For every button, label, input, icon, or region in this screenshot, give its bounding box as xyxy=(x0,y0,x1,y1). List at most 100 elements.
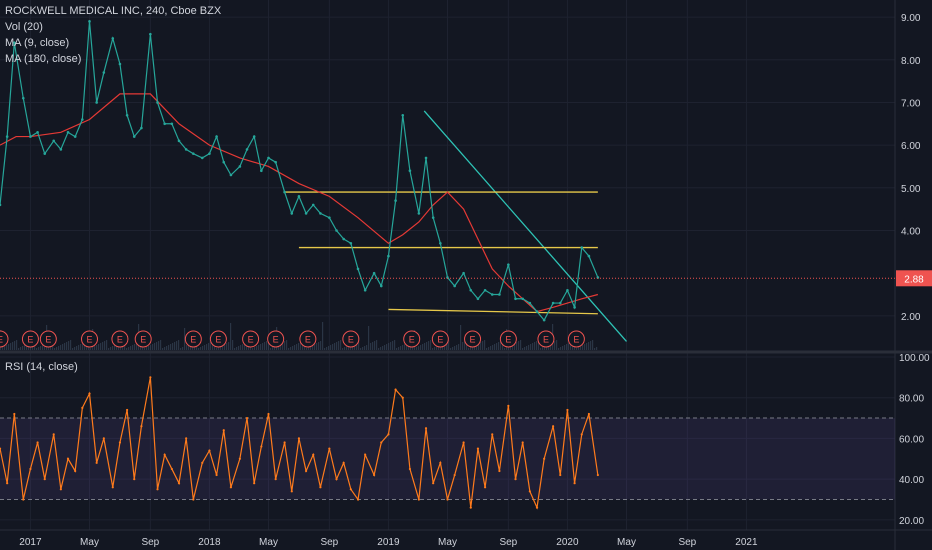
volume-bar xyxy=(244,343,246,350)
volume-bar xyxy=(582,345,584,350)
rsi-point xyxy=(521,441,524,444)
ma9-indicator-label[interactable]: MA (9, close) xyxy=(5,37,70,49)
volume-bar xyxy=(262,343,264,350)
volume-bar xyxy=(298,343,300,350)
volume-bar xyxy=(10,343,12,350)
price-tick-label: 9.00 xyxy=(901,13,921,24)
volume-bar xyxy=(96,345,98,350)
ma180-indicator-label[interactable]: MA (180, close) xyxy=(5,53,82,65)
volume-bar xyxy=(356,341,358,350)
volume-bar xyxy=(74,347,76,350)
volume-bar xyxy=(482,341,484,350)
rsi-point xyxy=(356,498,360,501)
price-point xyxy=(535,310,539,313)
volume-bar xyxy=(366,345,368,350)
volume-bar xyxy=(372,342,374,350)
volume-bar xyxy=(64,343,66,350)
volume-bar xyxy=(212,341,214,350)
rsi-point xyxy=(380,441,383,444)
rsi-tick-label: 20.00 xyxy=(899,516,924,527)
volume-bar xyxy=(62,344,64,350)
earnings-marker xyxy=(81,330,98,348)
price-point xyxy=(521,297,524,301)
volume-bar xyxy=(224,344,226,350)
volume-bar xyxy=(328,346,330,350)
rsi-point xyxy=(587,412,591,416)
earnings-marker-label: E xyxy=(348,335,354,345)
volume-bar xyxy=(38,347,40,350)
price-point xyxy=(490,293,494,296)
volume-bar xyxy=(332,344,334,350)
volume-bar xyxy=(434,347,436,350)
volume-bar xyxy=(108,348,110,350)
time-tick-label: May xyxy=(438,537,457,548)
volume-bar xyxy=(58,346,60,350)
rsi-point xyxy=(491,433,494,436)
volume-indicator-label[interactable]: Vol (20) xyxy=(5,21,43,33)
volume-bar xyxy=(320,341,322,350)
volume-bar xyxy=(330,345,332,350)
price-point xyxy=(149,32,152,36)
volume-bar xyxy=(566,344,568,350)
rsi-point xyxy=(253,482,256,485)
rsi-point xyxy=(156,488,159,491)
volume-bar xyxy=(318,342,320,350)
price-point xyxy=(21,96,25,100)
volume-bar xyxy=(54,348,56,350)
volume-bar xyxy=(6,345,8,350)
volume-bar xyxy=(268,340,270,350)
rsi-point xyxy=(274,478,277,481)
rsi-point xyxy=(476,447,480,450)
rsi-point xyxy=(424,427,428,430)
volume-bar xyxy=(114,345,116,350)
volume-bar xyxy=(132,345,134,350)
volume-bar xyxy=(376,340,378,350)
volume-bar xyxy=(286,340,288,350)
volume-bar xyxy=(60,345,62,350)
rsi-point xyxy=(111,486,114,489)
volume-bar xyxy=(484,340,486,350)
rsi-indicator-label[interactable]: RSI (14, close) xyxy=(5,361,78,373)
time-tick-label: May xyxy=(80,537,99,548)
volume-bar xyxy=(312,345,314,350)
volume-bar xyxy=(564,345,566,350)
volume-bar xyxy=(452,347,454,350)
price-point xyxy=(88,20,91,23)
volume-bar xyxy=(494,344,496,350)
rsi-point xyxy=(596,473,599,477)
time-tick-label: May xyxy=(617,537,636,548)
volume-bar xyxy=(116,344,118,350)
price-point xyxy=(140,126,143,130)
volume-bar xyxy=(174,342,176,350)
volume-bar xyxy=(478,343,480,350)
volume-bar xyxy=(532,343,534,350)
volume-bar xyxy=(430,340,432,350)
volume-bar xyxy=(580,346,582,350)
volume-bar xyxy=(386,344,388,350)
earnings-marker xyxy=(111,330,129,348)
price-point xyxy=(446,276,449,279)
rsi-point xyxy=(283,441,286,444)
volume-bar xyxy=(36,348,38,350)
volume-bar xyxy=(428,341,430,350)
rsi-point xyxy=(507,404,510,407)
volume-bar xyxy=(260,344,262,350)
price-point xyxy=(238,165,242,168)
volume-bar xyxy=(162,348,164,350)
time-tick-label: 2019 xyxy=(377,537,400,548)
volume-bar xyxy=(84,342,86,350)
volume-bar xyxy=(540,348,542,350)
rsi-point xyxy=(290,490,293,493)
rsi-point xyxy=(312,453,315,456)
volume-bar xyxy=(300,342,302,350)
volume-bar xyxy=(538,340,540,350)
volume-bar xyxy=(136,343,138,350)
volume-bar xyxy=(334,343,336,350)
volume-bar xyxy=(146,347,148,350)
volume-bar xyxy=(12,342,14,350)
rsi-point xyxy=(0,447,2,450)
volume-bar xyxy=(44,344,46,350)
rsi-point xyxy=(373,473,376,477)
earnings-marker xyxy=(209,330,227,348)
